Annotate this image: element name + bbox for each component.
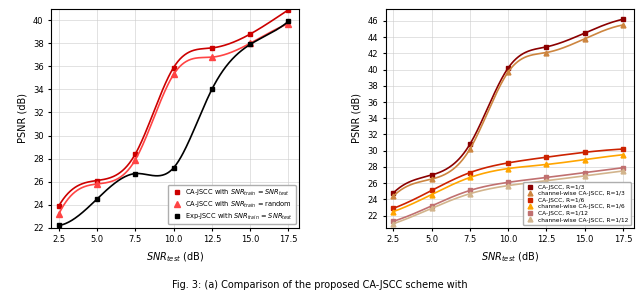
Exp-JSCC with $SNR_{train}$ = $SNR_{test}$ <box>246 43 254 46</box>
channel-wise CA-JSCC, R=1/6 <box>428 193 435 196</box>
CA-JSCC, R=1/3 <box>466 142 474 146</box>
Line: channel-wise CA-JSCC, R=1/3: channel-wise CA-JSCC, R=1/3 <box>391 22 625 199</box>
CA-JSCC, R=1/6 <box>390 206 397 210</box>
channel-wise CA-JSCC, R=1/3 <box>466 147 474 151</box>
Line: Exp-JSCC with $SNR_{train}$ = $SNR_{test}$: Exp-JSCC with $SNR_{train}$ = $SNR_{test… <box>56 19 291 228</box>
CA-JSCC with $SNR_{train}$ = $SNR_{test}$ <box>208 46 216 50</box>
channel-wise CA-JSCC, R=1/6 <box>504 167 512 170</box>
CA-JSCC, R=1/6 <box>619 147 627 151</box>
channel-wise CA-JSCC, R=1/12 <box>428 206 435 210</box>
channel-wise CA-JSCC, R=1/12 <box>390 222 397 225</box>
CA-JSCC, R=1/12 <box>428 204 435 208</box>
CA-JSCC with $SNR_{train}$ = $SNR_{test}$ <box>246 32 254 36</box>
CA-JSCC, R=1/12 <box>543 176 550 179</box>
CA-JSCC, R=1/6 <box>543 155 550 159</box>
Exp-JSCC with $SNR_{train}$ = $SNR_{test}$ <box>55 224 63 227</box>
Exp-JSCC with $SNR_{train}$ = $SNR_{test}$ <box>170 166 177 170</box>
CA-JSCC with $SNR_{train}$ = random <box>208 55 216 59</box>
Exp-JSCC with $SNR_{train}$ = $SNR_{test}$ <box>285 20 292 23</box>
Line: CA-JSCC, R=1/12: CA-JSCC, R=1/12 <box>391 166 625 223</box>
Y-axis label: PSNR (dB): PSNR (dB) <box>352 93 362 143</box>
CA-JSCC, R=1/3 <box>543 45 550 49</box>
CA-JSCC with $SNR_{train}$ = $SNR_{test}$ <box>131 152 139 156</box>
CA-JSCC, R=1/3 <box>428 173 435 177</box>
Line: CA-JSCC with $SNR_{train}$ = random: CA-JSCC with $SNR_{train}$ = random <box>56 21 291 217</box>
channel-wise CA-JSCC, R=1/12 <box>543 179 550 182</box>
CA-JSCC with $SNR_{train}$ = random <box>131 158 139 161</box>
CA-JSCC, R=1/12 <box>466 189 474 192</box>
CA-JSCC, R=1/6 <box>581 151 589 154</box>
Line: CA-JSCC, R=1/6: CA-JSCC, R=1/6 <box>391 147 625 210</box>
CA-JSCC with $SNR_{train}$ = $SNR_{test}$ <box>93 179 101 182</box>
channel-wise CA-JSCC, R=1/12 <box>581 174 589 178</box>
CA-JSCC, R=1/6 <box>504 161 512 165</box>
channel-wise CA-JSCC, R=1/6 <box>466 176 474 179</box>
CA-JSCC, R=1/6 <box>466 171 474 174</box>
Line: CA-JSCC with $SNR_{train}$ = $SNR_{test}$: CA-JSCC with $SNR_{train}$ = $SNR_{test}… <box>56 8 291 208</box>
CA-JSCC with $SNR_{train}$ = random <box>246 41 254 45</box>
CA-JSCC with $SNR_{train}$ = random <box>285 22 292 25</box>
X-axis label: $SNR_{test}$ (dB): $SNR_{test}$ (dB) <box>481 250 539 264</box>
channel-wise CA-JSCC, R=1/6 <box>581 158 589 161</box>
CA-JSCC, R=1/12 <box>581 171 589 174</box>
Legend: CA-JSCC with $SNR_{train}$ = $SNR_{test}$, CA-JSCC with $SNR_{train}$ = random, : CA-JSCC with $SNR_{train}$ = $SNR_{test}… <box>168 185 296 225</box>
channel-wise CA-JSCC, R=1/6 <box>619 153 627 157</box>
CA-JSCC, R=1/3 <box>504 66 512 70</box>
CA-JSCC, R=1/6 <box>428 189 435 192</box>
channel-wise CA-JSCC, R=1/3 <box>619 23 627 27</box>
channel-wise CA-JSCC, R=1/3 <box>390 194 397 198</box>
CA-JSCC, R=1/3 <box>390 191 397 195</box>
CA-JSCC, R=1/12 <box>504 180 512 184</box>
channel-wise CA-JSCC, R=1/3 <box>504 70 512 74</box>
channel-wise CA-JSCC, R=1/3 <box>581 37 589 41</box>
CA-JSCC, R=1/12 <box>390 220 397 223</box>
Y-axis label: PSNR (dB): PSNR (dB) <box>17 93 28 143</box>
Line: CA-JSCC, R=1/3: CA-JSCC, R=1/3 <box>391 17 625 195</box>
CA-JSCC with $SNR_{train}$ = random <box>170 73 177 76</box>
CA-JSCC with $SNR_{train}$ = random <box>55 212 63 216</box>
CA-JSCC, R=1/12 <box>619 166 627 169</box>
Exp-JSCC with $SNR_{train}$ = $SNR_{test}$ <box>131 172 139 175</box>
channel-wise CA-JSCC, R=1/6 <box>543 163 550 166</box>
Exp-JSCC with $SNR_{train}$ = $SNR_{test}$ <box>208 88 216 91</box>
Line: channel-wise CA-JSCC, R=1/12: channel-wise CA-JSCC, R=1/12 <box>391 168 625 226</box>
Line: channel-wise CA-JSCC, R=1/6: channel-wise CA-JSCC, R=1/6 <box>391 152 625 214</box>
CA-JSCC with $SNR_{train}$ = $SNR_{test}$ <box>285 8 292 12</box>
channel-wise CA-JSCC, R=1/12 <box>466 192 474 195</box>
channel-wise CA-JSCC, R=1/12 <box>619 169 627 173</box>
CA-JSCC with $SNR_{train}$ = $SNR_{test}$ <box>55 204 63 208</box>
channel-wise CA-JSCC, R=1/12 <box>504 184 512 187</box>
CA-JSCC with $SNR_{train}$ = random <box>93 182 101 186</box>
channel-wise CA-JSCC, R=1/3 <box>543 51 550 54</box>
channel-wise CA-JSCC, R=1/3 <box>428 177 435 181</box>
Legend: CA-JSCC, R=1/3, channel-wise CA-JSCC, R=1/3, CA-JSCC, R=1/6, channel-wise CA-JSC: CA-JSCC, R=1/3, channel-wise CA-JSCC, R=… <box>523 182 630 225</box>
X-axis label: $SNR_{test}$ (dB): $SNR_{test}$ (dB) <box>146 250 204 264</box>
CA-JSCC, R=1/3 <box>619 18 627 21</box>
Text: Fig. 3: (a) Comparison of the proposed CA-JSCC scheme with: Fig. 3: (a) Comparison of the proposed C… <box>172 280 468 290</box>
channel-wise CA-JSCC, R=1/6 <box>390 210 397 213</box>
Exp-JSCC with $SNR_{train}$ = $SNR_{test}$ <box>93 197 101 201</box>
CA-JSCC with $SNR_{train}$ = $SNR_{test}$ <box>170 66 177 69</box>
CA-JSCC, R=1/3 <box>581 31 589 35</box>
